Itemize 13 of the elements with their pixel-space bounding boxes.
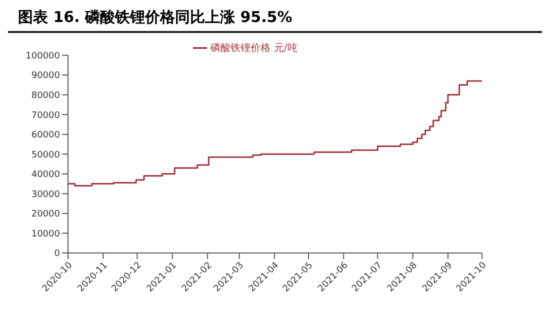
y-tick-label: 40000 bbox=[31, 170, 60, 180]
chart-title: 图表 16. 磷酸铁锂价格同比上涨 95.5% bbox=[8, 8, 542, 33]
y-tick-label: 30000 bbox=[31, 190, 60, 200]
legend-label: 磷酸铁锂价格 元/吨 bbox=[210, 43, 298, 54]
y-tick-label: 90000 bbox=[31, 71, 60, 82]
y-tick-label: 10000 bbox=[31, 229, 60, 240]
y-tick-label: 50000 bbox=[31, 150, 60, 160]
y-tick-label: 80000 bbox=[31, 91, 60, 102]
y-tick-label: 70000 bbox=[31, 110, 60, 121]
y-tick-label: 20000 bbox=[31, 210, 60, 220]
y-tick-label: 60000 bbox=[31, 130, 60, 141]
y-tick-label: 0 bbox=[54, 249, 60, 260]
y-tick-label: 100000 bbox=[26, 51, 60, 62]
